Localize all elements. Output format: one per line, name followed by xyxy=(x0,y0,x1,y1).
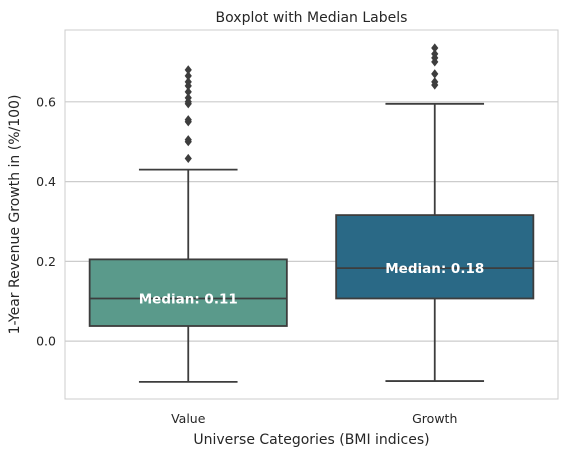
y-axis-label: 1-Year Revenue Growth in (%/100) xyxy=(7,95,23,335)
median-label: Median: 0.11 xyxy=(139,291,238,307)
x-axis-label: Universe Categories (BMI indices) xyxy=(193,432,429,448)
outlier-point xyxy=(431,49,439,59)
chart-title: Boxplot with Median Labels xyxy=(216,10,408,26)
boxes: Median: 0.11 Median: 0.18 xyxy=(88,43,535,383)
outlier-point xyxy=(184,135,192,145)
box-value: Median: 0.11 xyxy=(88,65,288,383)
box-iqr xyxy=(335,214,535,300)
x-tick-label: Growth xyxy=(412,411,457,426)
median-label: Median: 0.18 xyxy=(385,261,484,277)
outlier-point xyxy=(184,71,192,81)
outlier-point xyxy=(184,153,192,164)
x-tick-labels: Value Growth xyxy=(171,411,457,426)
outlier-point xyxy=(184,65,192,75)
x-tick-label: Value xyxy=(171,411,206,426)
y-tick-label: 0.4 xyxy=(36,174,56,189)
plot-frame xyxy=(64,29,559,400)
y-tick-label: 0.2 xyxy=(36,254,56,269)
outlier-point xyxy=(184,93,192,103)
outlier-point xyxy=(184,87,192,97)
box-growth: Median: 0.18 xyxy=(335,43,535,382)
outlier-point xyxy=(431,69,439,79)
box-iqr xyxy=(88,258,288,327)
y-tick-label: 0.6 xyxy=(36,94,56,109)
outlier-point xyxy=(431,43,439,53)
outlier-point xyxy=(431,77,439,87)
y-tick-labels: 0.0 0.2 0.4 0.6 xyxy=(36,94,56,348)
outlier-point xyxy=(184,77,192,87)
y-tick-label: 0.0 xyxy=(36,334,56,349)
outlier-point xyxy=(184,115,192,125)
